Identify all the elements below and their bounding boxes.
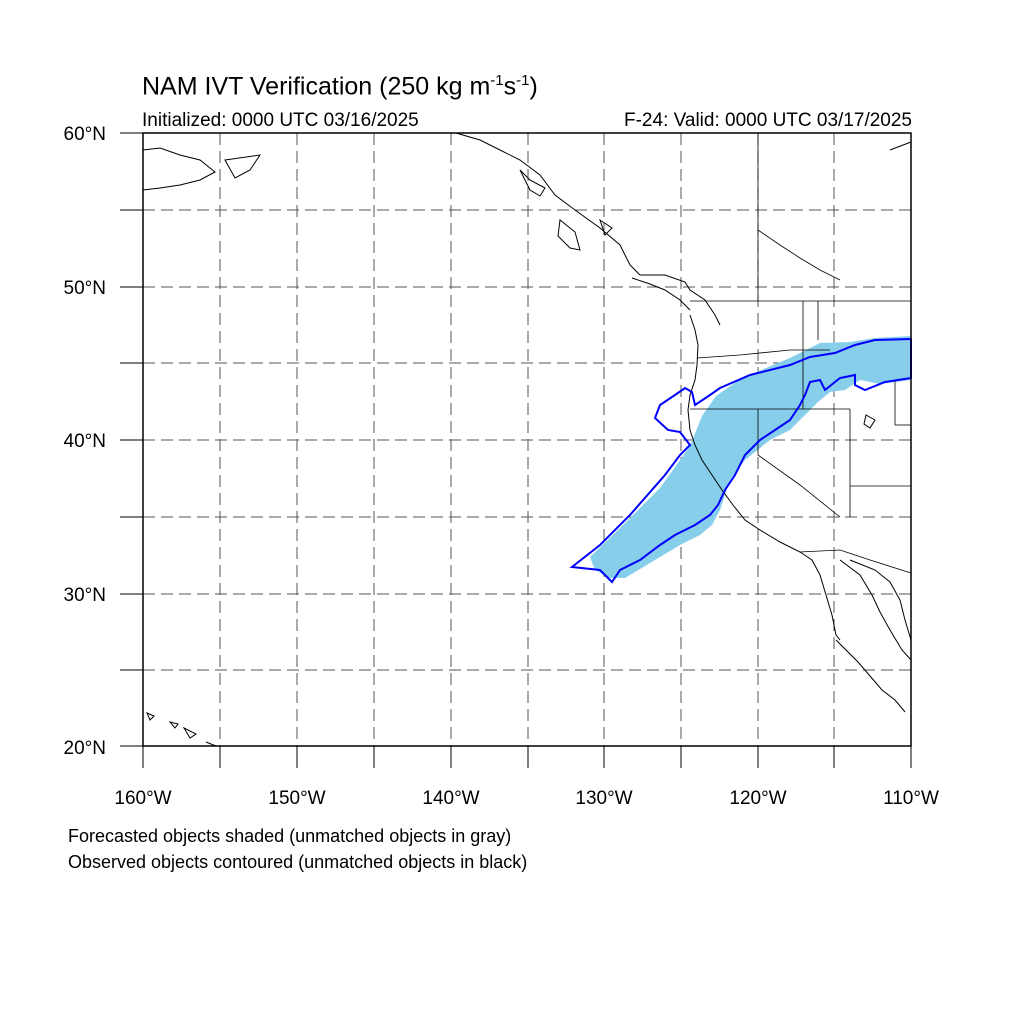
lat-label: 60°N — [64, 124, 106, 145]
grid-lines — [143, 133, 911, 746]
lon-label: 150°W — [268, 788, 325, 809]
lat-label: 50°N — [64, 278, 106, 299]
lat-label: 30°N — [64, 585, 106, 606]
footer-observed-note: Observed objects contoured (unmatched ob… — [68, 852, 528, 872]
lon-label: 120°W — [729, 788, 786, 809]
political-borders — [690, 133, 912, 574]
valid-time-label: F-24: Valid: 0000 UTC 03/17/2025 — [624, 110, 912, 131]
lon-label: 110°W — [883, 788, 939, 809]
lon-labels: 160°W 150°W 140°W 130°W 120°W 110°W — [114, 788, 939, 809]
lon-label: 160°W — [114, 788, 171, 809]
init-time-label: Initialized: 0000 UTC 03/16/2025 — [142, 110, 419, 131]
tick-marks — [120, 132, 912, 768]
coastlines — [142, 132, 912, 747]
footer-forecast-note: Forecasted objects shaded (unmatched obj… — [68, 826, 512, 846]
forecast-object — [590, 336, 911, 578]
observed-contour — [569, 337, 912, 584]
lat-label: 20°N — [64, 738, 106, 759]
chart-title: NAM IVT Verification (250 kg m-1s-1) — [142, 72, 538, 101]
lat-label: 40°N — [64, 431, 106, 452]
lon-label: 140°W — [422, 788, 479, 809]
lon-label: 130°W — [575, 788, 632, 809]
lat-labels: 60°N 50°N 40°N 30°N 20°N — [64, 124, 106, 759]
